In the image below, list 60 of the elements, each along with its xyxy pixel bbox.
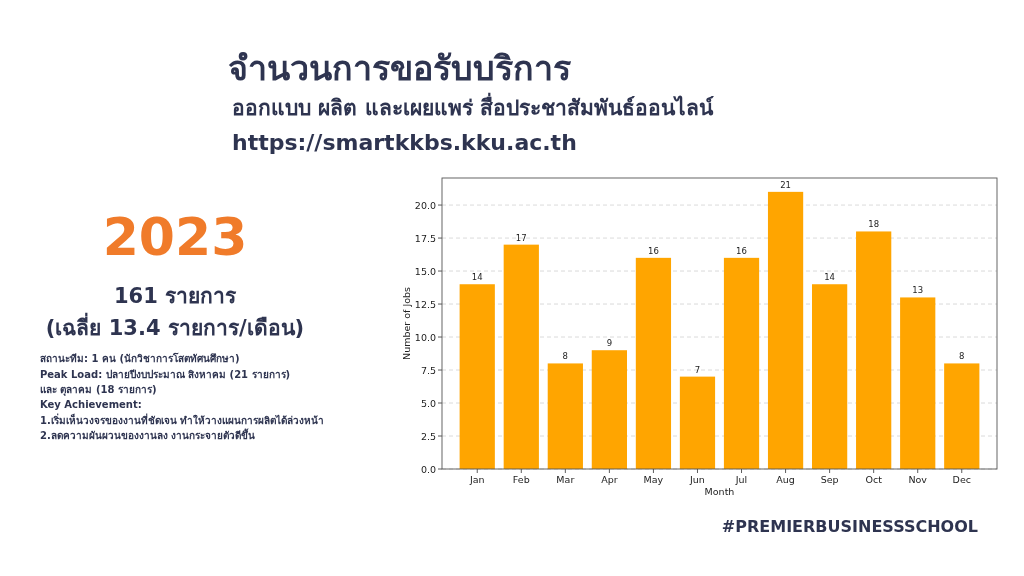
x-tick-label: Dec: [952, 474, 971, 485]
y-tick-label: 5.0: [420, 397, 436, 409]
bar: [459, 284, 495, 469]
y-tick-label: 20.0: [414, 199, 436, 211]
bar: [944, 363, 980, 469]
text: 2023: [102, 207, 248, 267]
text: (เฉลี่ย 13.4 รายการ/เดือน): [45, 312, 305, 340]
bar: [679, 376, 716, 469]
text: 2.ลดความผันผวนของงานลง งานกระจายตัวดีขึ้น: [40, 428, 256, 441]
data-label: 14: [471, 272, 483, 283]
data-label: 8: [959, 351, 965, 362]
x-tick-label: Nov: [908, 474, 928, 485]
text: และ ตุลาคม (18 รายการ): [40, 384, 157, 396]
y-tick-label: 0.0: [420, 463, 436, 475]
y-tick-label: 15.0: [414, 265, 436, 277]
data-label: 8: [562, 351, 569, 362]
text: Key Achievement:: [40, 399, 142, 410]
data-label: 21: [780, 179, 791, 190]
data-label: 14: [824, 272, 836, 283]
y-tick-label: 7.5: [420, 364, 436, 376]
x-tick-label: Apr: [601, 474, 618, 485]
x-tick-label: Jan: [468, 474, 485, 485]
data-label: 17: [515, 232, 527, 243]
bar: [723, 257, 760, 469]
x-tick-label: Feb: [512, 474, 530, 485]
chart-subtitle: ออกแบบ ผลิต และเผยแพร่ สื่อประชาสัมพันธ์ออนไลน์: [232, 92, 714, 120]
y-tick-label: 12.5: [414, 298, 436, 310]
bar: [900, 297, 936, 469]
text: #PREMIERBUSINESSSCHOOL: [721, 517, 978, 536]
text: สถานะทีม: 1 คน (นักวิชาการโสตทัศนศึกษา): [40, 352, 240, 364]
x-tick-label: Jul: [734, 474, 748, 485]
bar: [547, 363, 583, 469]
text: Peak Load: ปลายปีงบประมาณ สิงหาคม (21 รายการ): [40, 369, 291, 380]
data-label: 16: [736, 245, 747, 256]
text: https://smartkkbs.kku.ac.th: [232, 130, 577, 155]
bar: [767, 191, 804, 469]
x-tick-label: Jun: [689, 474, 705, 485]
bar: [591, 350, 627, 469]
x-tick-label: Mar: [556, 474, 575, 485]
data-label: 7: [694, 364, 701, 375]
text: 1.เริ่มเห็นวงจรของงานที่ชัดเจน ทำให้วางแผนการผลิตได้ล่วงหน้า: [40, 413, 325, 426]
bar: [503, 244, 539, 469]
bar: [812, 284, 848, 469]
x-tick-label: Aug: [776, 474, 795, 485]
y-tick-label: 17.5: [414, 232, 436, 244]
data-label: 9: [606, 338, 613, 349]
text: 161 รายการ: [113, 284, 238, 308]
data-label: 18: [868, 219, 880, 230]
chart-title: จำนวนการขอรับบริการ: [228, 48, 572, 88]
x-tick-label: Sep: [820, 474, 839, 485]
bar: [635, 257, 672, 469]
y-axis-title: Number of Jobs: [401, 286, 412, 360]
data-label: 13: [912, 285, 924, 296]
y-tick-label: 10.0: [414, 331, 436, 343]
x-axis-title: Month: [704, 486, 735, 497]
bar: [856, 231, 892, 469]
x-tick-label: May: [643, 474, 664, 485]
x-tick-label: Oct: [865, 474, 883, 485]
y-tick-label: 2.5: [420, 430, 436, 442]
data-label: 16: [648, 245, 659, 256]
